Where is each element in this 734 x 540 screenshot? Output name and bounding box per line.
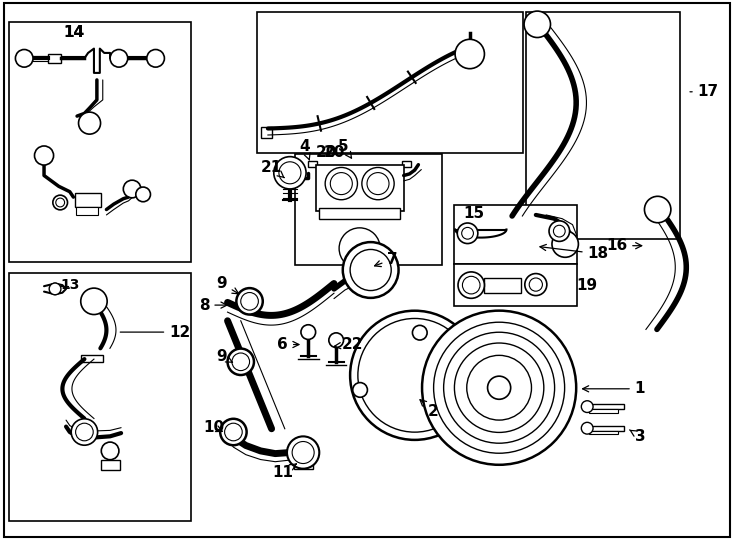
Circle shape bbox=[457, 223, 478, 244]
Text: 6: 6 bbox=[277, 337, 299, 352]
Text: 9: 9 bbox=[217, 349, 233, 364]
Text: 18: 18 bbox=[540, 245, 608, 261]
Text: 21: 21 bbox=[261, 160, 284, 178]
Bar bbox=[101, 460, 120, 470]
Bar bbox=[9, 273, 191, 521]
Circle shape bbox=[552, 231, 578, 257]
Text: 10: 10 bbox=[204, 420, 225, 435]
Text: 8: 8 bbox=[199, 298, 227, 313]
Circle shape bbox=[136, 187, 150, 202]
Text: 13: 13 bbox=[60, 278, 79, 292]
Circle shape bbox=[71, 419, 98, 445]
Circle shape bbox=[53, 195, 68, 210]
Circle shape bbox=[362, 167, 394, 200]
Bar bbox=[587, 426, 624, 431]
Circle shape bbox=[34, 146, 54, 165]
Circle shape bbox=[487, 376, 511, 399]
Circle shape bbox=[49, 283, 61, 295]
Circle shape bbox=[101, 442, 119, 460]
Circle shape bbox=[448, 398, 463, 413]
Bar bbox=[484, 278, 521, 293]
Circle shape bbox=[524, 11, 550, 37]
Circle shape bbox=[329, 333, 344, 348]
Circle shape bbox=[581, 422, 593, 434]
Bar bbox=[295, 154, 442, 265]
Circle shape bbox=[287, 436, 319, 469]
Text: 7: 7 bbox=[374, 252, 398, 267]
Circle shape bbox=[79, 112, 101, 134]
Bar bbox=[587, 404, 624, 409]
Circle shape bbox=[413, 326, 427, 340]
Circle shape bbox=[236, 288, 263, 314]
Bar bbox=[526, 12, 680, 239]
Bar bbox=[589, 409, 618, 413]
Circle shape bbox=[147, 50, 164, 67]
Text: 9: 9 bbox=[217, 276, 239, 294]
Bar bbox=[402, 161, 411, 167]
Bar bbox=[75, 193, 101, 207]
Circle shape bbox=[350, 310, 479, 440]
Text: 1: 1 bbox=[583, 381, 645, 396]
Bar bbox=[308, 161, 317, 167]
Bar bbox=[294, 463, 313, 469]
Bar bbox=[316, 165, 404, 211]
Text: 12: 12 bbox=[120, 325, 190, 340]
Text: 22: 22 bbox=[335, 337, 363, 352]
Bar bbox=[319, 208, 400, 219]
Text: 14: 14 bbox=[63, 25, 84, 40]
Circle shape bbox=[110, 50, 128, 67]
Text: 17: 17 bbox=[690, 84, 719, 99]
Circle shape bbox=[549, 221, 570, 241]
Circle shape bbox=[339, 228, 380, 269]
Text: 16: 16 bbox=[606, 238, 642, 253]
Text: 3: 3 bbox=[630, 429, 645, 444]
Circle shape bbox=[353, 382, 368, 397]
Circle shape bbox=[458, 272, 484, 298]
Circle shape bbox=[325, 167, 357, 200]
Text: 11: 11 bbox=[272, 464, 297, 480]
Bar bbox=[454, 264, 577, 306]
Bar bbox=[261, 127, 272, 138]
Bar bbox=[454, 205, 577, 264]
Bar bbox=[76, 207, 98, 215]
Text: 19: 19 bbox=[577, 278, 597, 293]
Text: 4: 4 bbox=[299, 139, 310, 160]
Text: 20: 20 bbox=[323, 145, 345, 160]
Bar bbox=[81, 355, 103, 362]
Circle shape bbox=[15, 50, 33, 67]
Circle shape bbox=[455, 39, 484, 69]
Circle shape bbox=[274, 157, 306, 189]
Text: 2: 2 bbox=[420, 400, 438, 419]
Text: 20: 20 bbox=[316, 145, 338, 160]
Circle shape bbox=[123, 180, 141, 198]
Circle shape bbox=[525, 274, 547, 295]
Text: 5: 5 bbox=[338, 139, 352, 158]
Bar bbox=[257, 12, 523, 153]
Circle shape bbox=[581, 401, 593, 413]
Circle shape bbox=[81, 288, 107, 314]
Circle shape bbox=[228, 349, 254, 375]
Circle shape bbox=[422, 310, 576, 465]
Circle shape bbox=[343, 242, 399, 298]
Circle shape bbox=[644, 197, 671, 222]
Text: 15: 15 bbox=[463, 206, 484, 221]
Bar bbox=[48, 54, 61, 63]
Text: 14: 14 bbox=[63, 25, 84, 40]
Circle shape bbox=[220, 419, 247, 445]
Circle shape bbox=[301, 325, 316, 340]
Bar bbox=[589, 431, 618, 434]
Bar bbox=[9, 22, 191, 262]
